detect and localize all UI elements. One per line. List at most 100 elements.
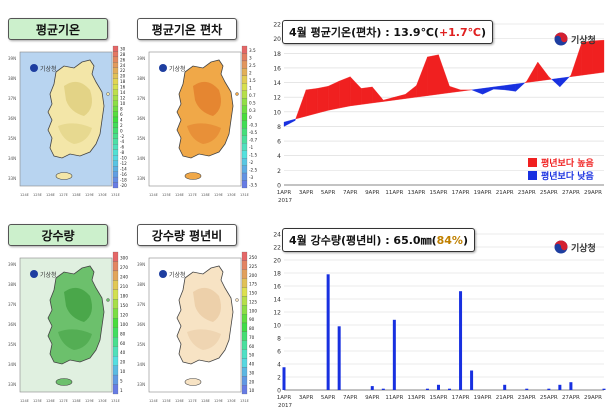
precip-bar xyxy=(558,384,562,390)
map-lon-label: 129E xyxy=(214,193,223,197)
area-above xyxy=(568,74,572,78)
ulleung-island xyxy=(106,92,110,96)
colorbar-cell xyxy=(241,314,248,324)
area-above xyxy=(537,61,549,82)
colorbar-label: -1.5 xyxy=(249,153,258,158)
area-above xyxy=(449,85,461,93)
colorbar-cell xyxy=(112,374,119,385)
colorbar-label: 20 xyxy=(120,74,126,79)
colorbar-label: -0.3 xyxy=(249,123,258,128)
area-below xyxy=(515,82,526,92)
agency-label: 기상청 xyxy=(169,271,186,279)
map-lat-label: 36N xyxy=(8,322,16,327)
colorbar-cell xyxy=(241,128,248,136)
colorbar-label: 26 xyxy=(120,57,126,62)
colorbar-label: 28 xyxy=(120,52,126,57)
y-tick-label: 6 xyxy=(277,139,281,146)
map-lat-label: 35N xyxy=(137,136,145,141)
colorbar-cell xyxy=(112,51,119,58)
colorbar-cell xyxy=(241,53,248,62)
area-above xyxy=(372,86,384,104)
y-tick-label: 10 xyxy=(273,109,281,116)
colorbar-label: 1 xyxy=(249,85,252,90)
agency-label: 기상청 xyxy=(571,35,596,46)
map-lon-label: 124E xyxy=(149,193,158,197)
colorbar-cell xyxy=(241,172,248,181)
precip-bar xyxy=(569,382,573,390)
map-lat-label: 37N xyxy=(137,96,145,101)
x-tick-label: 3APR xyxy=(299,190,314,196)
colorbar-cell xyxy=(112,365,119,376)
area-above xyxy=(305,88,318,117)
colorbar-label: 3.5 xyxy=(249,48,256,53)
map-contour xyxy=(187,123,221,144)
precip-bar xyxy=(503,384,507,390)
x-tick-label: 29APR xyxy=(584,395,602,401)
colorbar-cell xyxy=(112,166,119,172)
y-tick-label: 2 xyxy=(277,375,281,382)
colorbar-cell xyxy=(241,68,248,76)
agency-label: 기상청 xyxy=(40,65,57,73)
colorbar-label: 200 xyxy=(249,273,257,278)
colorbar-cell xyxy=(112,155,119,161)
map-lon-label: 129E xyxy=(85,193,94,197)
map-contour xyxy=(58,329,92,350)
taegeuk-icon xyxy=(159,270,167,278)
area-above xyxy=(327,80,340,111)
colorbar-label: -8 xyxy=(120,150,125,155)
colorbar-cell xyxy=(112,56,119,63)
y-tick-label: 8 xyxy=(277,124,281,131)
colorbar-label: -6 xyxy=(120,145,125,150)
y-tick-label: 8 xyxy=(277,336,281,343)
colorbar-cell xyxy=(112,78,119,85)
colorbar-label: 12 xyxy=(120,96,126,101)
colorbar-label: 30 xyxy=(120,46,126,51)
agency-label: 기상청 xyxy=(40,271,57,279)
colorbar-label: 0.5 xyxy=(249,100,256,105)
colorbar-label: 60 xyxy=(120,341,126,346)
x-tick-label: 21APR xyxy=(496,395,514,401)
colorbar-label: -18 xyxy=(120,177,127,182)
map-lat-label: 36N xyxy=(8,116,16,121)
colorbar-label: -16 xyxy=(120,172,127,177)
map-panel-precip-ratio: 강수량 평년비 기상청 39N 38N 37N 36N 35N 34N 33N 124E 125E… xyxy=(133,222,261,410)
colorbar-label: 100 xyxy=(249,308,257,313)
x-tick-label: 15APR xyxy=(430,395,448,401)
y-tick-label: 4 xyxy=(277,153,281,160)
colorbar-label: 14 xyxy=(120,90,126,95)
area-above xyxy=(548,76,552,80)
colorbar-cell xyxy=(112,337,119,347)
map-lon-label: 130E xyxy=(227,399,236,403)
colorbar-cell xyxy=(112,171,119,178)
colorbar-label: 2 xyxy=(120,123,123,128)
y-tick-label: 18 xyxy=(273,51,281,58)
x-tick-label: 15APR xyxy=(430,190,448,196)
precip-bar xyxy=(436,384,440,390)
taegeuk-icon xyxy=(159,64,167,72)
year-label: 2017 xyxy=(278,198,292,204)
colorbar-cell xyxy=(241,180,248,189)
colorbar-cell xyxy=(241,251,248,261)
map-lon-label: 130E xyxy=(98,193,107,197)
year-label: 2017 xyxy=(278,403,292,409)
colorbar-cell xyxy=(241,287,248,297)
colorbar-cell xyxy=(112,67,119,74)
area-above xyxy=(405,85,417,99)
precip-bar xyxy=(459,291,463,390)
map-lon-label: 124E xyxy=(149,399,158,403)
colorbar-label: 10 xyxy=(120,369,126,374)
map-contour xyxy=(58,123,92,144)
colorbar-cell xyxy=(112,45,119,52)
map-title: 평균기온 편차 xyxy=(137,18,237,40)
colorbar-label: 80 xyxy=(120,331,126,336)
map-contour xyxy=(187,329,221,350)
map-contour xyxy=(193,287,221,322)
rain-title-suffix: ) xyxy=(462,233,468,247)
colorbar-label: -3 xyxy=(249,175,254,180)
agency-logo: 기상청 xyxy=(554,32,596,46)
colorbar-label: 20 xyxy=(249,379,255,384)
x-tick-label: 5APR xyxy=(321,395,336,401)
colorbar-cell xyxy=(241,45,248,54)
precip-bar xyxy=(425,388,429,390)
